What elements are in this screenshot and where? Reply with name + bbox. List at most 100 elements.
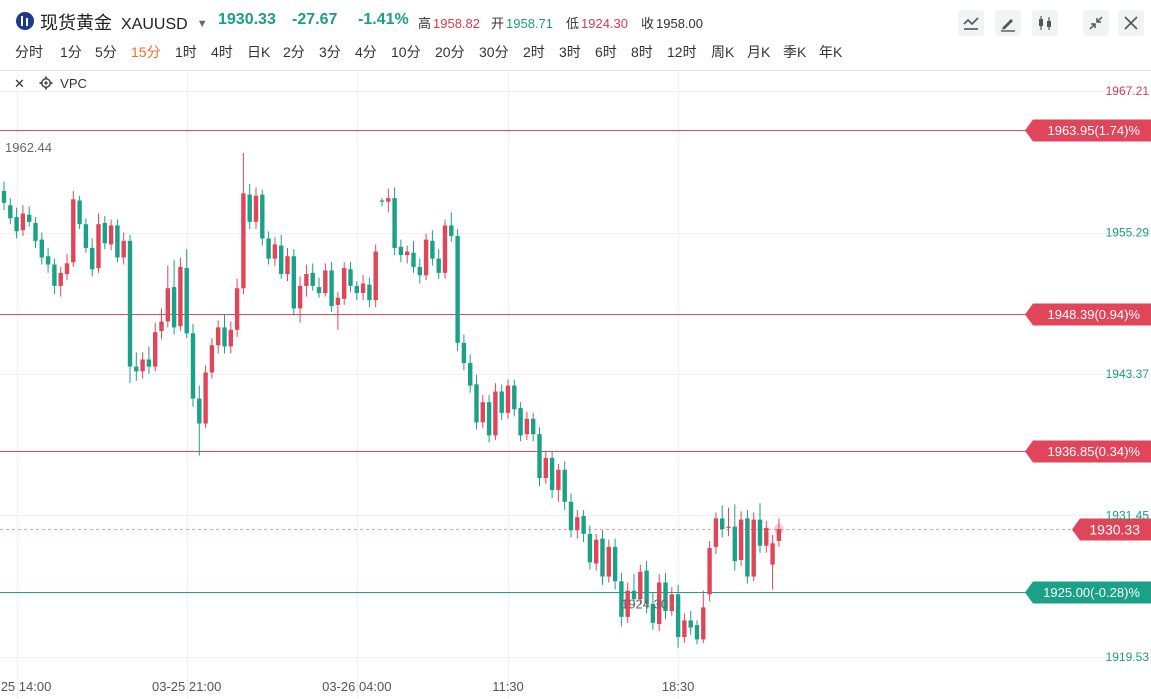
candle-body	[575, 517, 580, 531]
candle	[720, 505, 725, 538]
candle	[757, 502, 763, 553]
timeframe-11[interactable]: 10分	[391, 44, 421, 60]
draw-icon[interactable]	[995, 10, 1021, 36]
candle	[405, 245, 410, 264]
candle-body	[423, 239, 429, 276]
candle-body	[776, 529, 782, 541]
candle	[27, 206, 32, 227]
timeframe-13[interactable]: 30分	[479, 44, 509, 60]
y-tick-label: 1931.45	[1106, 508, 1150, 522]
timeframe-12[interactable]: 20分	[435, 44, 465, 60]
candle-type-icon[interactable]	[1032, 10, 1058, 36]
candle	[253, 187, 259, 229]
candle	[216, 320, 221, 354]
candle-body	[486, 402, 492, 436]
close-icon[interactable]	[1118, 10, 1144, 36]
candle-body	[190, 333, 196, 399]
timeframe-19[interactable]: 周K	[711, 44, 735, 60]
candle-body	[379, 200, 385, 202]
horizontal-price-lines[interactable]: 1963.95(1.74)% 1948.39(0.94)% 1936.85(0.34…	[0, 119, 1151, 604]
candle-body	[153, 332, 158, 367]
candle	[279, 234, 284, 279]
timeframe-14[interactable]: 2时	[523, 44, 545, 60]
minimize-icon[interactable]	[1083, 10, 1109, 36]
high-annotation: 1962.44	[5, 140, 52, 155]
price-line-group: 1948.39(0.94)%	[0, 303, 1151, 326]
timeframe-4[interactable]: 15分	[131, 44, 161, 60]
close-value: 1958.00	[656, 16, 704, 31]
candle-body	[272, 244, 278, 259]
x-tick-label: 18:30	[662, 679, 695, 694]
candle	[373, 244, 378, 308]
timeframe-18[interactable]: 12时	[667, 44, 697, 60]
close-icon[interactable]: ✕	[14, 76, 25, 91]
candle-body	[726, 526, 731, 528]
candle	[77, 195, 82, 229]
candle-body	[386, 198, 391, 202]
candle	[430, 230, 435, 266]
candle	[732, 504, 737, 571]
candle	[562, 461, 567, 511]
candle	[14, 207, 19, 239]
candle-body	[512, 385, 517, 410]
candle	[675, 584, 681, 648]
symbol-selector[interactable]: 现货黄金 XAUUSD ▼	[40, 9, 208, 35]
timeframe-2[interactable]: 1分	[60, 44, 82, 60]
price-change-percent: -1.41%	[358, 11, 409, 28]
candle	[417, 258, 422, 284]
timeframe-6[interactable]: 4时	[211, 44, 233, 60]
timeframe-15[interactable]: 3时	[559, 44, 581, 60]
candle	[455, 228, 460, 352]
candle	[45, 247, 51, 273]
candle	[291, 249, 296, 316]
timeframe-20[interactable]: 月K	[747, 44, 771, 60]
candle	[486, 395, 492, 443]
timeframe-8[interactable]: 2分	[283, 44, 305, 60]
candle-body	[663, 582, 668, 611]
candle-body	[253, 195, 259, 222]
timeframe-22[interactable]: 年K	[819, 44, 843, 60]
candle-body	[612, 546, 618, 582]
candle	[738, 511, 744, 566]
candle	[146, 346, 152, 374]
candle-body	[234, 288, 240, 330]
timeframe-9[interactable]: 3分	[319, 44, 341, 60]
timeframe-16[interactable]: 6时	[595, 44, 617, 60]
candle-body	[549, 457, 555, 490]
candle-body	[720, 518, 725, 530]
candlestick-chart[interactable]: 1963.95(1.74)% 1948.39(0.94)% 1936.85(0.34…	[0, 70, 1151, 699]
candle-body	[134, 366, 139, 372]
candle-body	[348, 269, 353, 286]
timeframe-10[interactable]: 4分	[355, 44, 377, 60]
candle	[776, 518, 782, 547]
timeframe-21[interactable]: 季K	[783, 44, 807, 60]
y-tick-label: 1955.29	[1106, 226, 1150, 240]
candle	[140, 352, 145, 379]
candle-body	[474, 384, 479, 423]
candle-body	[222, 327, 227, 347]
gear-icon[interactable]	[39, 76, 53, 93]
timeframe-7[interactable]: 日K	[247, 44, 271, 60]
indicator-name: VPC	[60, 76, 87, 91]
timeframe-5[interactable]: 1时	[175, 44, 197, 60]
candle	[228, 321, 233, 354]
line-style-icon[interactable]	[958, 10, 984, 36]
candle-body	[373, 251, 378, 301]
candle	[587, 525, 593, 570]
candle	[669, 587, 674, 616]
price-change: -27.67	[292, 11, 338, 28]
candle-body	[279, 245, 284, 275]
candle-body	[764, 527, 769, 546]
candle	[266, 231, 271, 265]
candle	[165, 265, 170, 328]
timeframe-1[interactable]: 分时	[15, 44, 43, 60]
price-line-label: 1925.00(-0.28)%	[1043, 585, 1140, 600]
candle	[367, 277, 372, 308]
candle	[285, 247, 290, 282]
candle-body	[556, 469, 561, 490]
price-line-group: 1963.95(1.74)%	[0, 119, 1151, 142]
candle-body	[682, 620, 687, 638]
candle-body	[650, 603, 656, 623]
timeframe-3[interactable]: 5分	[95, 44, 117, 60]
timeframe-17[interactable]: 8时	[631, 44, 653, 60]
